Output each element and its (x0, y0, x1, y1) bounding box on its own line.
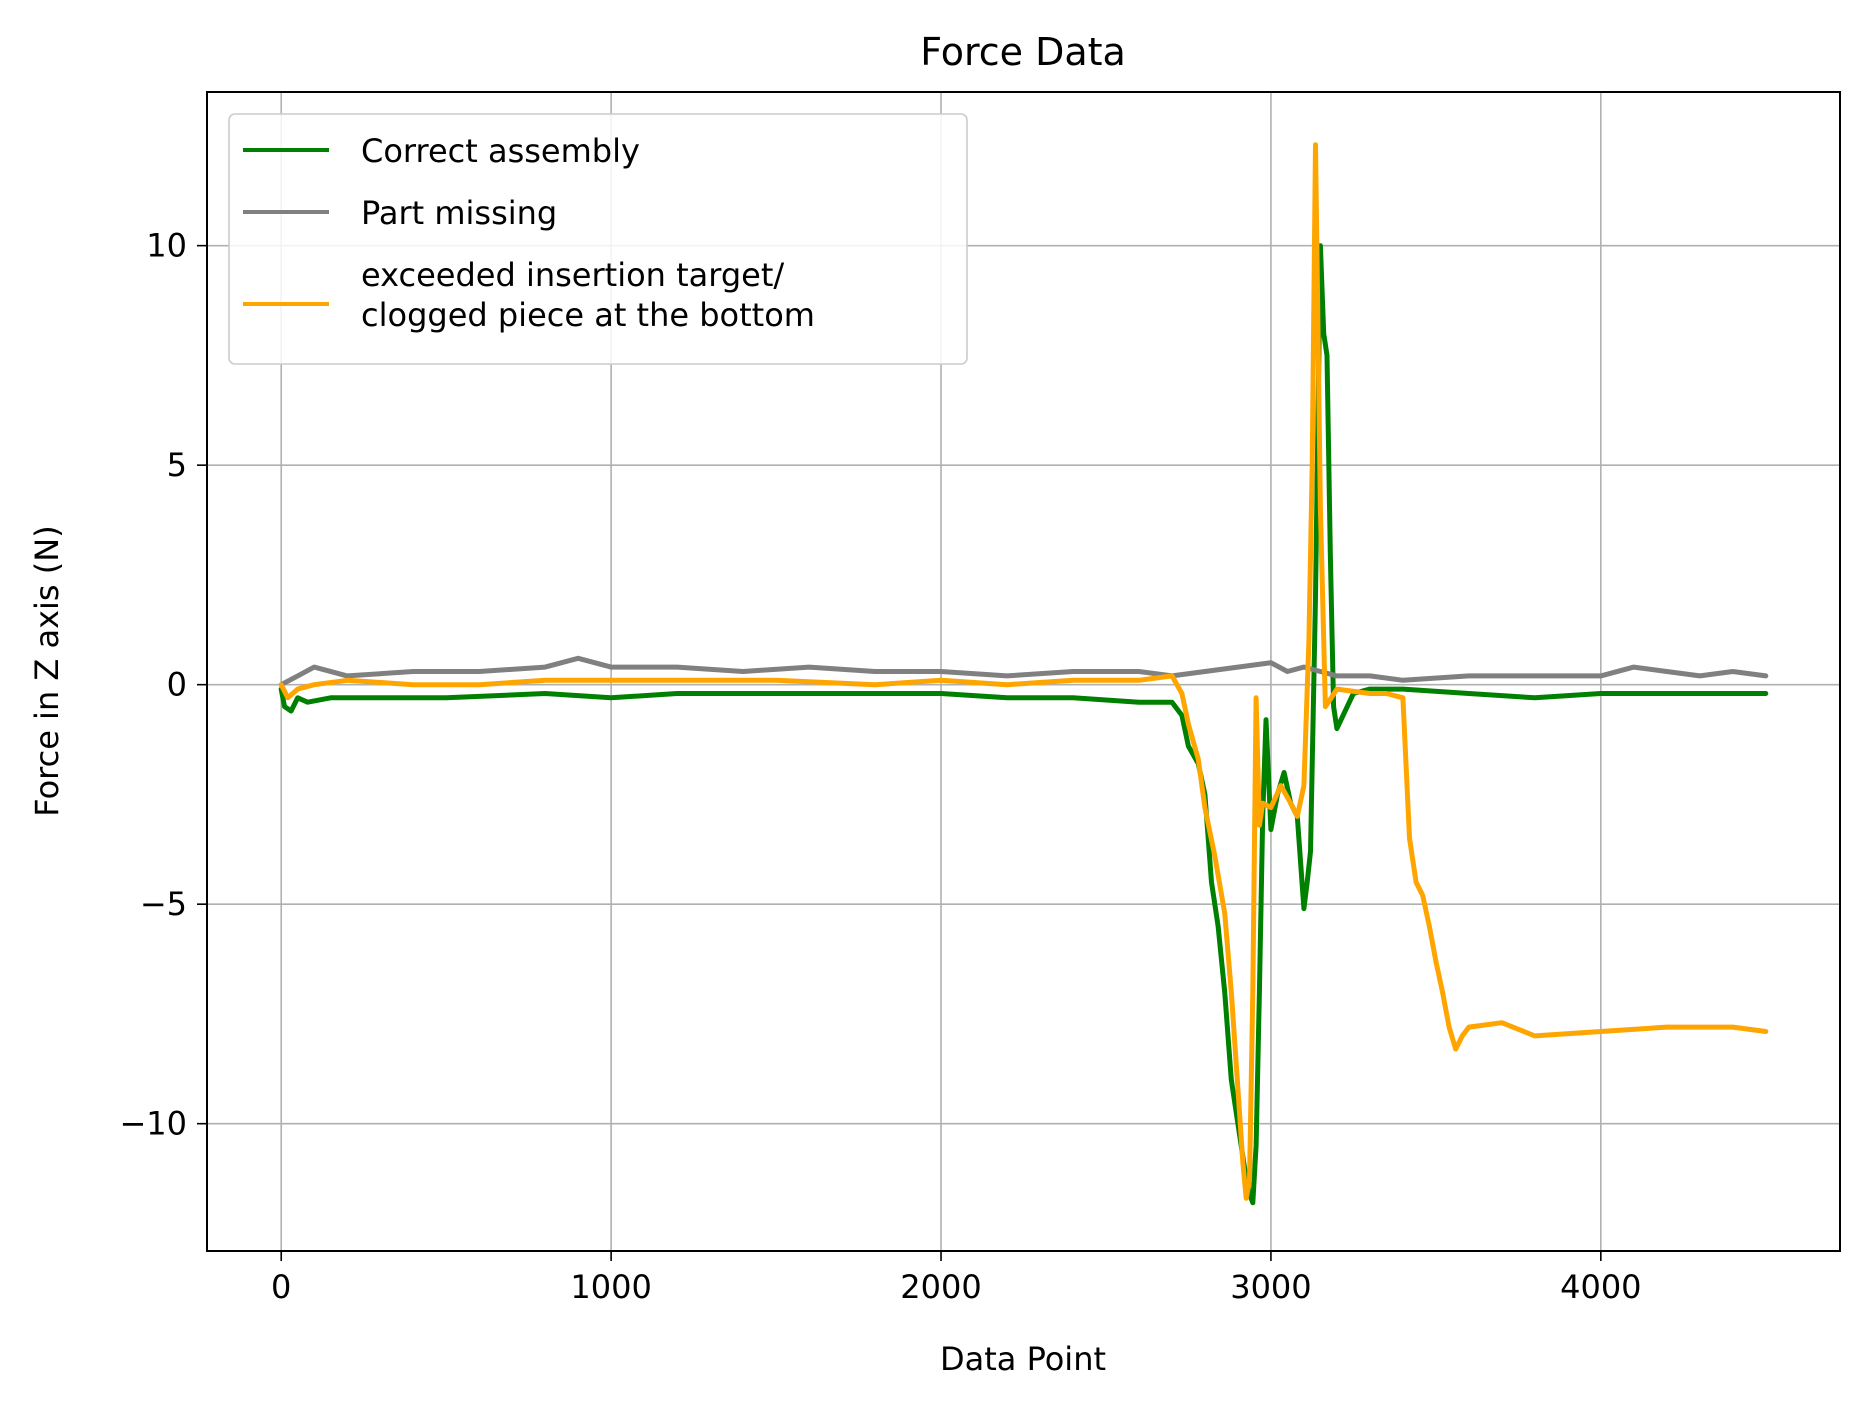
series-lines (278, 142, 1769, 1206)
x-tick-label: 2000 (900, 1268, 981, 1306)
x-tick-label: 0 (271, 1268, 291, 1306)
ticks: 0 1000 2000 3000 4000 −10 −5 0 5 10 (119, 227, 1641, 1306)
y-tick-label: −5 (140, 885, 187, 923)
series-exceeded-insertion (278, 142, 1769, 1201)
x-axis-label: Data Point (940, 1340, 1106, 1378)
x-tick-label: 1000 (570, 1268, 651, 1306)
legend-label-line: clogged piece at the bottom (361, 296, 815, 334)
legend-label-correct-assembly: Correct assembly (361, 132, 640, 170)
y-tick-label: −10 (119, 1105, 187, 1143)
legend-label-line: exceeded insertion target/ (361, 256, 784, 294)
x-tick-label: 4000 (1560, 1268, 1641, 1306)
legend-label-exceeded-insertion: exceeded insertion target/clogged piece … (361, 256, 815, 334)
y-tick-label: 0 (167, 666, 187, 704)
series-correct-assembly (278, 243, 1769, 1206)
chart-title: Force Data (920, 30, 1126, 74)
axes-frame (206, 91, 1841, 1252)
y-axis-label: Force in Z axis (N) (28, 525, 66, 816)
legend-box (228, 113, 968, 365)
x-tick-label: 3000 (1230, 1268, 1311, 1306)
legend: Correct assembly Part missing exceeded i… (228, 113, 968, 365)
legend-label-part-missing: Part missing (361, 194, 557, 232)
y-tick-label: 10 (146, 227, 187, 265)
y-tick-label: 5 (167, 446, 187, 484)
